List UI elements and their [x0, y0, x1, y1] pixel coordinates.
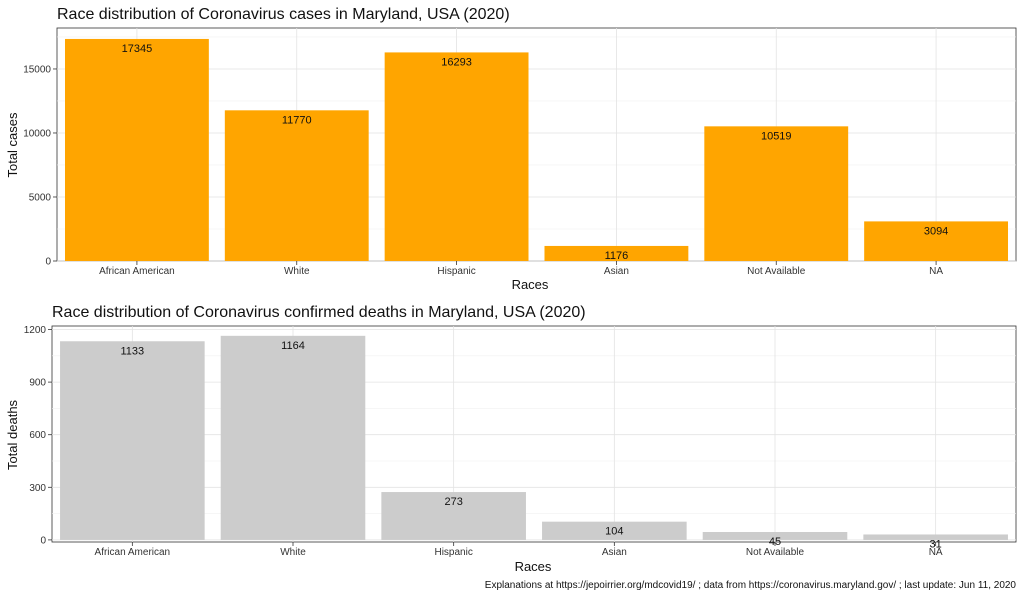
deaths-y-tick-label: 0 — [40, 535, 46, 546]
cases-data-label: 17345 — [122, 43, 153, 55]
deaths-x-tick-label: African American — [95, 547, 171, 558]
cases-x-tick-label: White — [284, 266, 310, 277]
cases-bar — [704, 126, 849, 261]
deaths-chart-title: Race distribution of Coronavirus confirm… — [52, 304, 586, 321]
deaths-y-tick-label: 300 — [29, 483, 46, 494]
deaths-data-label: 273 — [444, 496, 462, 508]
cases-data-label: 11770 — [282, 114, 312, 126]
caption: Explanations at https://jepoirrier.org/m… — [485, 580, 1017, 591]
deaths-bar — [60, 341, 205, 540]
deaths-panel — [51, 325, 1017, 543]
deaths-y-axis-title: Total deaths — [5, 399, 20, 470]
deaths-x-tick-label: Not Available — [746, 547, 805, 558]
cases-data-label: 1176 — [605, 250, 629, 262]
cases-x-tick-label: Hispanic — [437, 266, 475, 277]
deaths-y-tick-label: 900 — [29, 378, 46, 389]
cases-x-tick-label: NA — [929, 266, 943, 277]
cases-bar — [544, 245, 689, 261]
cases-x-tick-label: African American — [99, 266, 175, 277]
cases-chart-title: Race distribution of Coronavirus cases i… — [57, 6, 510, 23]
cases-bar — [64, 38, 209, 262]
deaths-bar — [863, 534, 1008, 540]
deaths-chart: Race distribution of Coronavirus confirm… — [5, 304, 1017, 574]
cases-y-axis-title: Total cases — [5, 112, 20, 178]
deaths-x-tick-label: Hispanic — [434, 547, 472, 558]
cases-data-label: 3094 — [924, 225, 948, 237]
deaths-bar — [542, 521, 687, 540]
cases-chart: Race distribution of Coronavirus cases i… — [5, 6, 1017, 292]
cases-bar — [864, 221, 1009, 261]
cases-bar — [224, 110, 369, 261]
deaths-data-label: 1133 — [121, 345, 145, 357]
cases-x-axis-title: Races — [512, 277, 549, 292]
deaths-bar — [381, 492, 526, 540]
cases-y-tick-label: 15000 — [23, 64, 51, 75]
cases-y-tick-label: 0 — [45, 257, 51, 268]
deaths-y-tick-label: 600 — [29, 430, 46, 441]
cases-x-tick-label: Not Available — [747, 266, 806, 277]
deaths-data-label: 1164 — [281, 340, 305, 352]
cases-data-label: 16293 — [441, 56, 472, 68]
deaths-x-axis-title: Races — [515, 559, 552, 574]
cases-bar — [384, 52, 529, 262]
deaths-bar — [702, 532, 848, 540]
deaths-x-tick-label: NA — [929, 547, 943, 558]
cases-data-label: 10519 — [761, 130, 792, 142]
deaths-data-label: 104 — [605, 526, 623, 538]
cases-y-tick-label: 5000 — [29, 192, 52, 203]
cases-panel — [56, 27, 1017, 262]
deaths-x-tick-label: Asian — [602, 547, 627, 558]
cases-y-tick-label: 10000 — [23, 128, 51, 139]
deaths-bar — [220, 335, 366, 540]
deaths-y-tick-label: 1200 — [24, 325, 47, 336]
cases-x-tick-label: Asian — [604, 266, 629, 277]
deaths-x-tick-label: White — [280, 547, 306, 558]
